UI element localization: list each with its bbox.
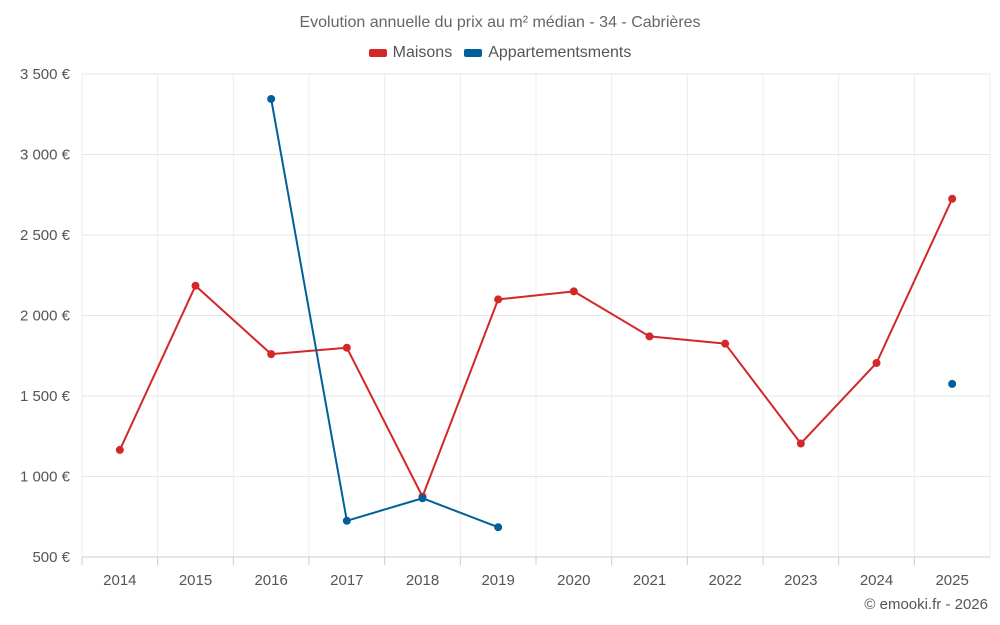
data-point-appartements[interactable] <box>418 494 427 503</box>
x-tick-label: 2015 <box>179 572 212 589</box>
y-tick-label: 3 500 € <box>20 66 71 83</box>
x-tick-label: 2022 <box>708 572 741 589</box>
data-point-maisons[interactable] <box>342 343 351 352</box>
x-tick-label: 2017 <box>330 572 363 589</box>
x-tick-label: 2025 <box>935 572 968 589</box>
x-tick-label: 2021 <box>633 572 666 589</box>
data-point-maisons[interactable] <box>494 295 503 304</box>
y-tick-label: 2 500 € <box>20 227 71 244</box>
credit-text: © emooki.fr - 2026 <box>864 596 988 613</box>
chart-title: Evolution annuelle du prix au m² médian … <box>299 14 701 31</box>
y-tick-label: 1 000 € <box>20 469 71 486</box>
y-tick-label: 1 500 € <box>20 388 71 405</box>
series-line-maisons <box>118 198 954 498</box>
x-tick-label: 2019 <box>481 572 514 589</box>
legend-item-maisons[interactable]: Maisons <box>368 44 453 62</box>
data-point-appartements[interactable] <box>948 379 957 388</box>
x-tick-label: 2024 <box>860 572 893 589</box>
data-point-appartements[interactable] <box>267 94 276 103</box>
legend-swatch-appartements <box>464 49 483 57</box>
data-point-maisons[interactable] <box>948 194 957 203</box>
x-tick-label: 2016 <box>254 572 287 589</box>
legend-label-appartements: Appartementsments <box>488 44 632 61</box>
data-point-maisons[interactable] <box>721 339 730 348</box>
x-tick-label: 2018 <box>406 572 439 589</box>
x-tick-label: 2020 <box>557 572 590 589</box>
data-point-maisons[interactable] <box>569 287 578 296</box>
data-point-maisons[interactable] <box>267 350 276 359</box>
chart-legend: Maisons Appartementsments <box>0 44 1000 62</box>
data-point-maisons[interactable] <box>191 281 200 290</box>
data-point-maisons[interactable] <box>115 445 124 454</box>
y-tick-label: 500 € <box>32 549 70 566</box>
data-point-maisons[interactable] <box>872 358 881 367</box>
data-point-appartements[interactable] <box>494 523 503 532</box>
data-point-maisons[interactable] <box>645 332 654 341</box>
legend-label-maisons: Maisons <box>392 44 453 61</box>
y-tick-label: 2 000 € <box>20 308 71 325</box>
x-tick-label: 2014 <box>103 572 136 589</box>
x-tick-label: 2023 <box>784 572 817 589</box>
data-point-maisons[interactable] <box>796 439 805 448</box>
data-point-appartements[interactable] <box>342 516 351 525</box>
series-line-appartements <box>270 98 499 529</box>
legend-swatch-maisons <box>368 49 387 57</box>
y-tick-label: 3 000 € <box>20 147 71 164</box>
legend-item-appartements[interactable]: Appartementsments <box>464 44 631 62</box>
